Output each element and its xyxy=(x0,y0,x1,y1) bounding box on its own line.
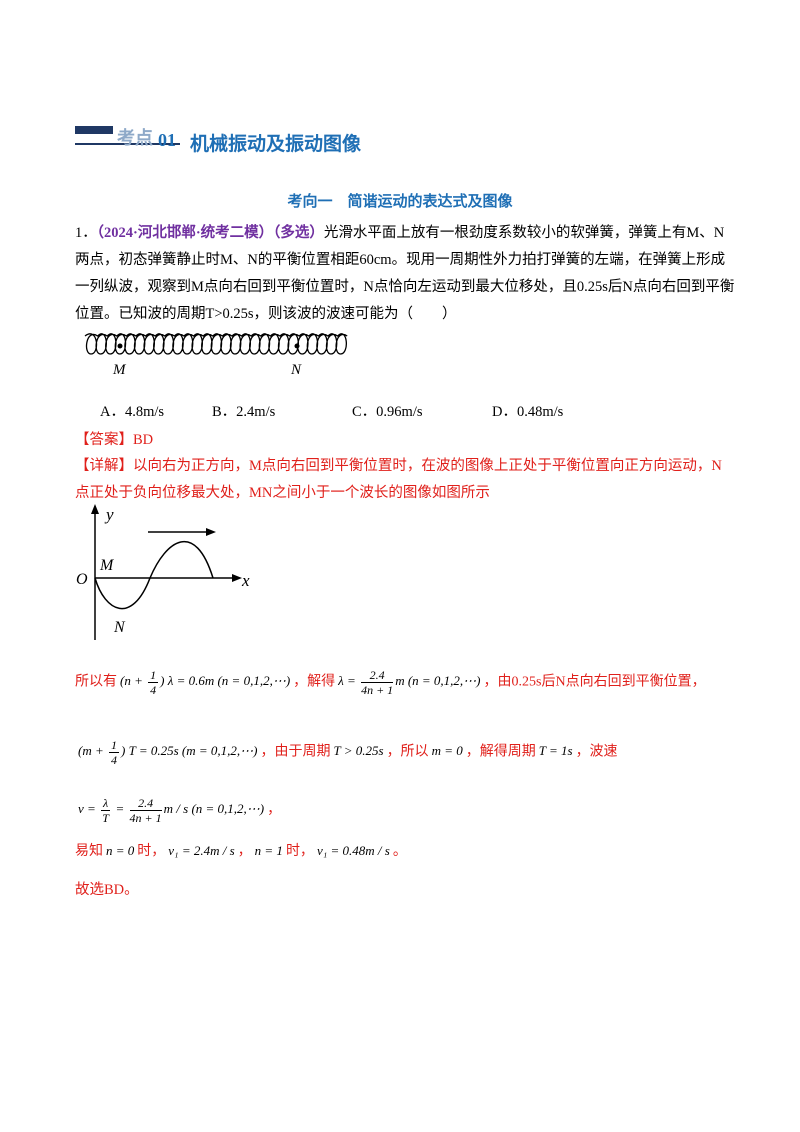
math-text: (m + xyxy=(78,743,107,759)
option: A．4.8m/s xyxy=(100,404,165,420)
math: n = 0 xyxy=(106,843,134,858)
question-stem: 光滑水平面上放有一根劲度系数较小的软弹簧，弹簧上有M、N两点，初态弹簧静止时M、… xyxy=(75,225,735,322)
math-text: λ = xyxy=(338,673,360,689)
text: 易知 xyxy=(75,844,103,859)
numerator: 2.4 xyxy=(129,796,162,811)
option: B．2.4m/s xyxy=(212,404,276,420)
text: 。 xyxy=(392,844,407,859)
numerator: 1 xyxy=(148,668,159,683)
math-text: m = 0 xyxy=(431,743,463,759)
answer: 【答案】BD xyxy=(75,428,153,449)
math-text: v = xyxy=(78,801,100,817)
math: (m + 1 4) T = 0.25s (m = 0,1,2,⋯) xyxy=(78,738,258,767)
numerator: λ xyxy=(101,796,111,811)
math: (n + 1 4) λ = 0.6m (n = 0,1,2,⋯) xyxy=(120,668,291,697)
numerator: 1 xyxy=(109,738,119,753)
question-source: （2024·河北邯郸·统考二模） xyxy=(96,225,274,241)
denominator: 4 xyxy=(150,683,157,697)
formula-line: 易知 n = 0 时， v₁ = 2.4m / s， n = 1 时， v₁ = 0.48m… xyxy=(75,840,407,860)
answer-value: BD xyxy=(133,432,154,448)
math: v₁ = 0.48m / s xyxy=(317,843,390,858)
wave-graph: y M O x N xyxy=(76,504,250,640)
math-text: v₁ = 2.4m / s xyxy=(168,843,235,858)
math: T = 1s xyxy=(539,743,573,758)
denominator: T xyxy=(102,811,109,825)
math-text: (n + xyxy=(120,673,147,689)
graph-label: M xyxy=(99,557,115,574)
text: 时， xyxy=(137,844,166,859)
text: ， xyxy=(237,844,252,859)
math: m = 0 xyxy=(432,743,463,758)
text: 所以有 xyxy=(75,674,117,690)
point-m xyxy=(117,343,123,349)
text: ，解得 xyxy=(293,674,336,690)
graph-label: y xyxy=(104,505,114,524)
header-number: 01 xyxy=(158,130,176,150)
explanation: 【详解】以向右为正方向，M点向右回到平衡位置时，在波的图像上正处于平衡位置向正方… xyxy=(75,453,735,507)
question-number: 1． xyxy=(75,225,97,241)
explanation-label: 【详解】 xyxy=(75,458,133,474)
math: T > 0.25s xyxy=(333,743,383,758)
spring-label: M xyxy=(113,362,126,378)
conclusion: 故选BD。 xyxy=(75,882,139,898)
explanation-text: 以向右为正方向，M点向右回到平衡位置时，在波的图像上正处于平衡位置向正方向运动，… xyxy=(75,458,722,501)
numerator: 2.4 xyxy=(361,668,394,683)
math-text: m (n = 0,1,2,⋯) xyxy=(395,673,481,689)
spring-figure xyxy=(84,333,348,355)
math-text: n = 0 xyxy=(106,843,135,858)
text: ，所以 xyxy=(386,744,429,760)
math-text: n = 1 xyxy=(254,843,283,858)
spring-label: N xyxy=(291,362,302,378)
graph-label: O xyxy=(76,571,88,588)
denominator: 4n + 1 xyxy=(361,683,394,697)
header-badge: 考点 xyxy=(117,128,153,148)
option: D．0.48m/s xyxy=(492,404,564,420)
math-text: T = 1s xyxy=(538,743,573,759)
graph-label: x xyxy=(241,571,250,590)
question-tag: （多选） xyxy=(273,225,324,241)
text: 时， xyxy=(285,844,314,859)
header-badge-bg xyxy=(75,126,180,145)
fraction: 2.4 4n + 1 xyxy=(361,668,394,697)
math-text: ) λ = 0.6m (n = 0,1,2,⋯) xyxy=(160,673,291,689)
math-text: v₁ = 0.48m / s xyxy=(316,843,390,858)
math-text: m / s (n = 0,1,2,⋯) xyxy=(163,801,265,817)
math-text: T > 0.25s xyxy=(333,743,384,759)
denominator: 4 xyxy=(111,753,117,767)
text: ，由于周期 xyxy=(260,744,331,760)
math: n = 1 xyxy=(255,843,283,858)
text: ， xyxy=(267,802,282,818)
text: ，由0.25s后N点向右回到平衡位置， xyxy=(483,674,706,690)
text: ，波速 xyxy=(575,744,618,760)
graph-label: N xyxy=(113,619,126,636)
math: v₁ = 2.4m / s xyxy=(168,843,234,858)
denominator: 4n + 1 xyxy=(129,811,162,825)
spring-coil xyxy=(84,333,348,355)
option: C．0.96m/s xyxy=(352,404,423,420)
section-title: 考向一 简谐运动的表达式及图像 xyxy=(287,192,513,210)
answer-label: 【答案】 xyxy=(75,432,133,448)
point-n xyxy=(294,343,300,349)
text: ，解得周期 xyxy=(465,744,536,760)
math-text: ) T = 0.25s (m = 0,1,2,⋯) xyxy=(121,743,258,759)
header-title: 机械振动及振动图像 xyxy=(190,133,362,155)
formula-line: 所以有 (n + 1 4) λ = 0.6m (n = 0,1,2,⋯) ，解得 λ =… xyxy=(75,668,706,697)
formula-line: (m + 1 4) T = 0.25s (m = 0,1,2,⋯) ，由于周期 T >… xyxy=(75,738,618,767)
question: 1．（2024·河北邯郸·统考二模）（多选）光滑水平面上放有一根劲度系数较小的软… xyxy=(75,220,737,328)
math-text: = xyxy=(112,801,128,817)
fraction: 2.4 4n + 1 xyxy=(129,796,162,825)
